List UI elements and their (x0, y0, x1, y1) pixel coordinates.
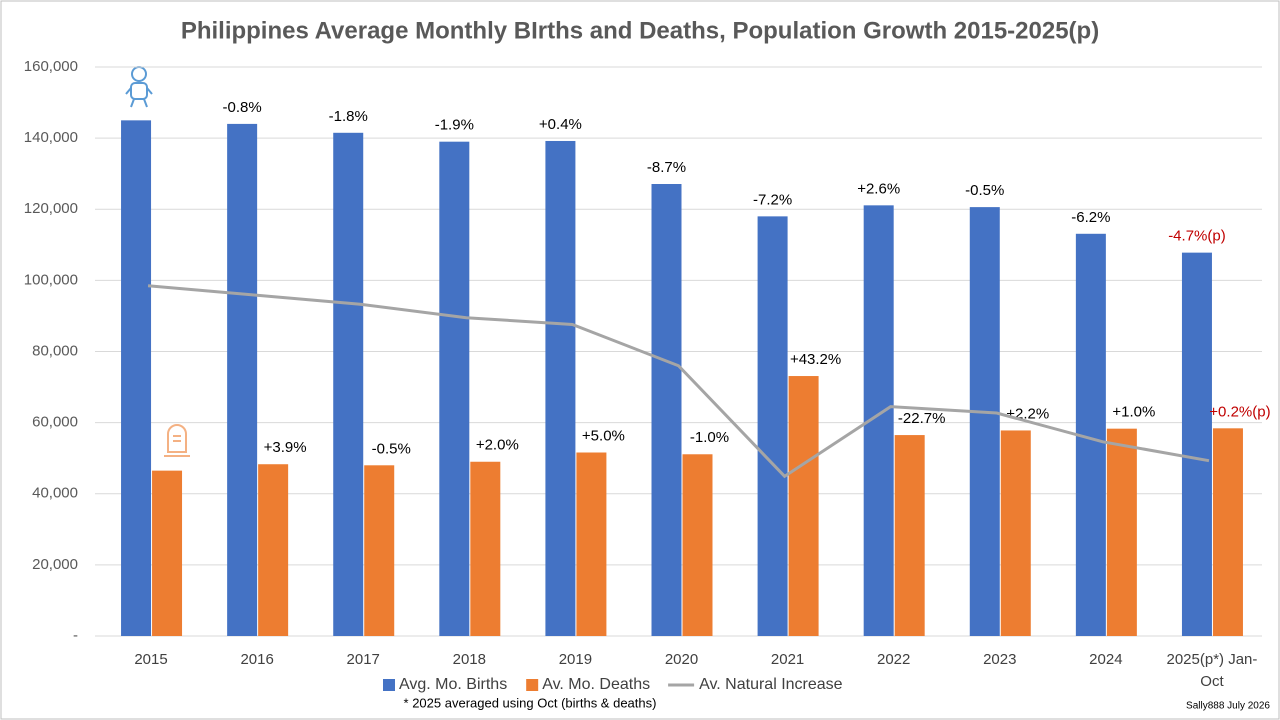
change-label: -1.9% (435, 117, 474, 134)
change-label: +3.9% (264, 439, 307, 456)
x-tick-label: 2018 (452, 651, 486, 668)
change-label: -8.7% (647, 159, 686, 176)
y-tick-label: 120,000 (24, 200, 78, 217)
bar (470, 461, 501, 636)
change-label: +2.6% (857, 180, 900, 197)
bar (258, 464, 289, 636)
bar (576, 452, 607, 636)
change-label: +43.2% (790, 351, 841, 368)
change-label: +0.2%(p) (1209, 403, 1270, 420)
bar (227, 123, 258, 636)
x-tick-label: 2017 (346, 651, 380, 668)
baby-icon (125, 66, 153, 108)
change-label: +1.0% (1112, 404, 1155, 421)
bar (1212, 428, 1243, 636)
bar (152, 470, 183, 636)
change-label: -22.7% (898, 410, 946, 427)
change-label: -1.0% (690, 429, 729, 446)
change-label: +0.4% (539, 116, 582, 133)
bar (894, 435, 925, 636)
chart-title: Philippines Average Monthly BIrths and D… (181, 17, 1099, 44)
x-tick-label: 2022 (876, 651, 911, 668)
change-label: -1.8% (329, 108, 368, 125)
change-label: +2.2% (1006, 405, 1049, 422)
bar (364, 465, 395, 636)
x-tick-label: 2015 (134, 651, 168, 668)
bar (333, 132, 364, 636)
y-tick-label: 100,000 (24, 271, 78, 288)
bar (545, 140, 576, 636)
y-tick-label: 140,000 (24, 129, 78, 146)
grave-icon (164, 424, 190, 457)
change-label: -4.7%(p) (1168, 228, 1226, 245)
legend-swatch (526, 679, 539, 691)
bar (682, 454, 713, 636)
bar (439, 141, 470, 636)
change-label: -7.2% (753, 191, 792, 208)
legend-swatch (383, 679, 395, 691)
change-label: -0.5% (372, 440, 411, 457)
bar (969, 207, 1000, 636)
bar (1106, 428, 1137, 636)
x-tick-label: 2025(p*) Jan-Oct (1166, 651, 1258, 690)
change-label: -6.2% (1071, 209, 1110, 226)
legend-label: Avg. Mo. Births (399, 676, 507, 693)
x-tick-label: 2020 (664, 651, 699, 668)
change-label: +2.0% (476, 437, 519, 454)
y-tick-label: 80,000 (32, 342, 78, 359)
bar (757, 216, 788, 637)
bar (788, 376, 819, 636)
change-label: -0.8% (223, 99, 262, 116)
y-tick-label: - (73, 627, 78, 644)
bar (1181, 252, 1212, 637)
y-tick-label: 60,000 (32, 414, 78, 431)
x-tick-label: 2016 (240, 651, 274, 668)
bar (1000, 430, 1031, 636)
bar (121, 120, 152, 636)
legend-label: Av. Mo. Deaths (542, 676, 650, 693)
y-tick-label: 20,000 (32, 556, 78, 573)
change-label: +5.0% (582, 427, 625, 444)
bar (651, 184, 682, 637)
y-tick-label: 40,000 (32, 485, 78, 502)
y-tick-label: 160,000 (24, 58, 78, 75)
x-tick-label: 2019 (558, 651, 593, 668)
x-tick-label: 2023 (983, 651, 1017, 668)
footnote: * 2025 averaged using Oct (births & deat… (404, 695, 657, 710)
line (147, 284, 1210, 479)
legend-label: Av. Natural Increase (699, 676, 843, 693)
change-label: -0.5% (965, 182, 1004, 199)
credit: Sally888 July 2026 (1186, 701, 1270, 712)
x-tick-label: 2024 (1089, 651, 1123, 668)
x-tick-label: 2021 (770, 651, 805, 668)
